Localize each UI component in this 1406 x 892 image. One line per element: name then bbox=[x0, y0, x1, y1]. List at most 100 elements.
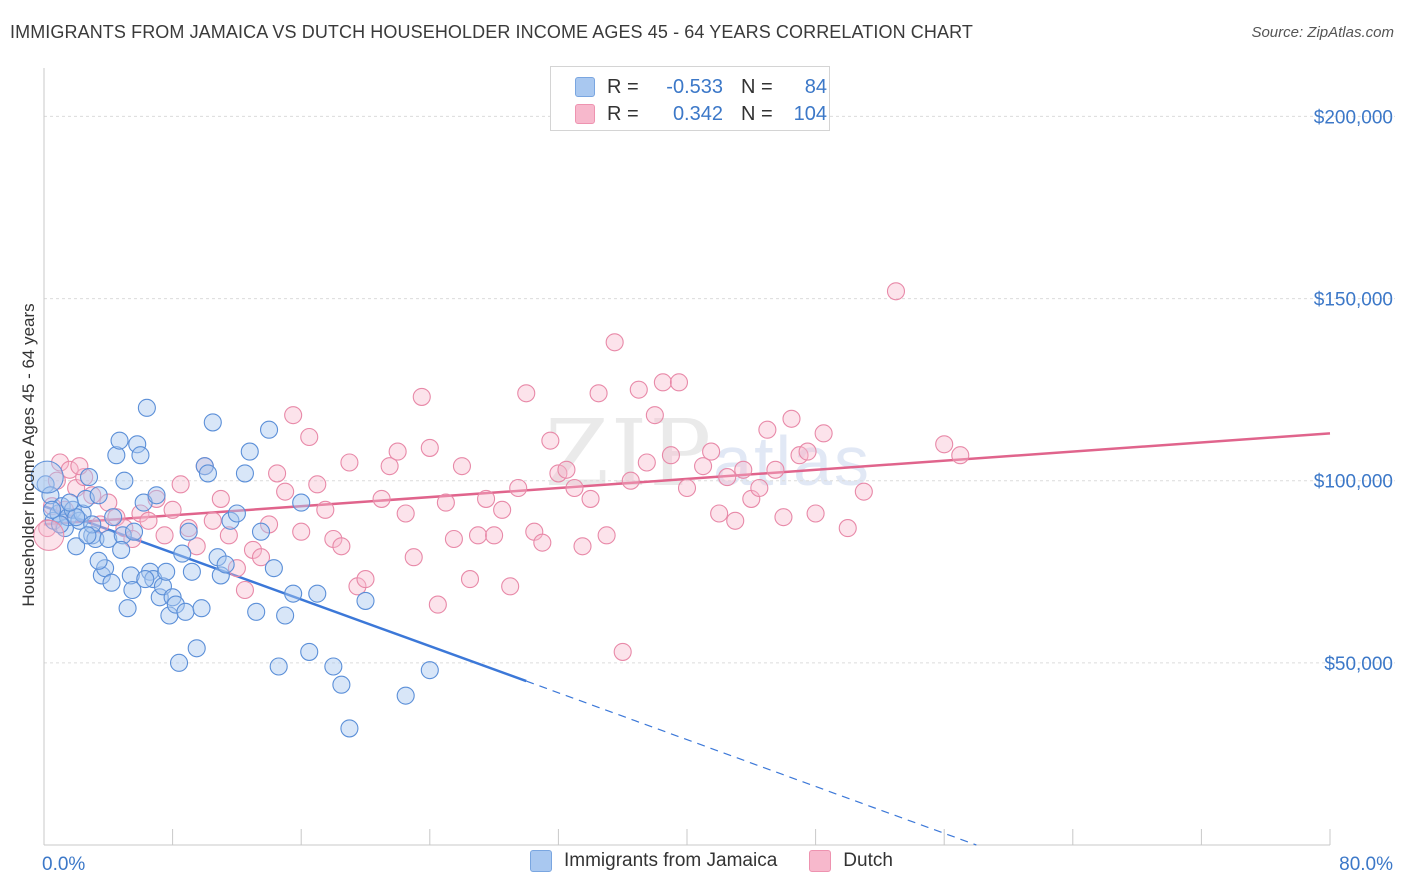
point-jamaica bbox=[247, 602, 266, 621]
x-tick-label: 80.0% bbox=[1339, 854, 1393, 875]
point-jamaica bbox=[113, 526, 132, 545]
point-jamaica bbox=[55, 519, 74, 538]
point-jamaica bbox=[128, 435, 147, 454]
point-jamaica bbox=[187, 639, 206, 658]
point-jamaica bbox=[259, 420, 279, 439]
point-dutch bbox=[139, 511, 158, 530]
legend-n-label: N = bbox=[741, 102, 773, 125]
point-jamaica bbox=[300, 642, 319, 661]
point-dutch bbox=[669, 373, 689, 392]
point-jamaica bbox=[131, 446, 150, 465]
point-dutch bbox=[436, 493, 455, 512]
point-jamaica bbox=[332, 675, 351, 694]
point-jamaica bbox=[240, 442, 259, 461]
point-dutch bbox=[573, 537, 592, 556]
point-jamaica bbox=[284, 584, 303, 603]
series-name-dutch: Dutch bbox=[843, 850, 893, 871]
point-dutch bbox=[332, 537, 351, 556]
series-name-jamaica: Immigrants from Jamaica bbox=[564, 850, 778, 871]
point-jamaica bbox=[30, 460, 64, 494]
point-jamaica bbox=[60, 493, 79, 512]
point-jamaica bbox=[276, 606, 295, 625]
point-dutch bbox=[284, 406, 303, 425]
point-dutch bbox=[468, 526, 488, 545]
point-jamaica bbox=[292, 493, 311, 512]
point-dutch bbox=[645, 406, 664, 425]
series-legend-jamaica[interactable]: Immigrants from Jamaica bbox=[530, 850, 777, 872]
y-axis-label: Householder Income Ages 45 - 64 years bbox=[19, 303, 38, 606]
point-jamaica bbox=[235, 464, 254, 483]
point-jamaica bbox=[251, 522, 271, 541]
point-dutch bbox=[734, 460, 753, 479]
series-swatch-dutch bbox=[809, 850, 832, 872]
point-dutch bbox=[517, 384, 536, 403]
point-jamaica bbox=[99, 529, 118, 549]
y-tick-label: $100,000 bbox=[1314, 472, 1393, 493]
point-dutch bbox=[163, 500, 182, 519]
point-dutch bbox=[227, 559, 246, 578]
point-jamaica bbox=[269, 657, 288, 676]
point-jamaica bbox=[110, 431, 129, 450]
point-dutch bbox=[412, 387, 431, 406]
watermark-atlas: atlas bbox=[713, 422, 872, 500]
axes bbox=[43, 68, 1331, 846]
point-jamaica bbox=[227, 504, 246, 523]
point-dutch bbox=[372, 489, 391, 508]
point-dutch bbox=[187, 537, 206, 556]
point-dutch bbox=[509, 478, 528, 498]
point-dutch bbox=[211, 489, 230, 508]
point-dutch bbox=[155, 526, 174, 545]
point-dutch bbox=[629, 380, 648, 399]
point-dutch bbox=[605, 333, 624, 352]
point-dutch bbox=[444, 529, 463, 549]
point-dutch bbox=[268, 464, 287, 483]
legend-r-value-jamaica: -0.533 bbox=[666, 75, 723, 98]
legend-n-value-dutch: 104 bbox=[793, 102, 827, 125]
point-jamaica bbox=[107, 446, 126, 465]
series-swatch-jamaica bbox=[530, 850, 552, 872]
point-dutch bbox=[951, 446, 970, 465]
point-dutch bbox=[316, 500, 335, 519]
point-dutch bbox=[637, 453, 656, 472]
point-dutch bbox=[123, 529, 142, 549]
point-jamaica bbox=[192, 599, 211, 618]
legend-r-label: R = bbox=[607, 102, 639, 125]
point-dutch bbox=[300, 427, 319, 447]
point-dutch bbox=[886, 282, 906, 301]
point-dutch bbox=[493, 500, 512, 519]
point-dutch bbox=[533, 533, 552, 552]
chart-title: IMMIGRANTS FROM JAMAICA VS DUTCH HOUSEHO… bbox=[10, 22, 973, 42]
point-dutch bbox=[557, 460, 576, 479]
point-dutch bbox=[396, 504, 415, 523]
point-jamaica bbox=[150, 588, 169, 607]
point-dutch bbox=[565, 478, 584, 498]
y-tick-label: $150,000 bbox=[1314, 290, 1393, 311]
point-dutch bbox=[621, 471, 640, 490]
point-jamaica bbox=[104, 508, 123, 527]
point-dutch bbox=[51, 453, 70, 472]
point-jamaica bbox=[118, 599, 137, 618]
point-jamaica bbox=[89, 551, 108, 570]
point-jamaica bbox=[137, 398, 156, 417]
point-jamaica bbox=[123, 580, 142, 600]
point-jamaica bbox=[166, 595, 185, 614]
legend-row-jamaica: R = -0.533 N = 84 bbox=[575, 74, 827, 100]
point-jamaica bbox=[356, 591, 375, 610]
point-dutch bbox=[694, 457, 713, 476]
point-dutch bbox=[854, 482, 873, 501]
point-jamaica bbox=[340, 719, 359, 738]
point-dutch bbox=[541, 431, 560, 450]
point-jamaica bbox=[115, 471, 134, 490]
point-dutch bbox=[219, 526, 238, 545]
point-dutch bbox=[292, 522, 311, 541]
point-dutch bbox=[75, 468, 94, 487]
point-jamaica bbox=[182, 562, 201, 581]
point-jamaica bbox=[78, 526, 97, 545]
legend-r-value-dutch: 0.342 bbox=[672, 102, 723, 125]
point-dutch bbox=[677, 478, 697, 498]
series-legend-dutch[interactable]: Dutch bbox=[809, 850, 893, 872]
point-jamaica bbox=[124, 522, 144, 541]
point-dutch bbox=[356, 570, 375, 589]
point-dutch bbox=[702, 442, 721, 461]
point-dutch bbox=[589, 384, 608, 403]
